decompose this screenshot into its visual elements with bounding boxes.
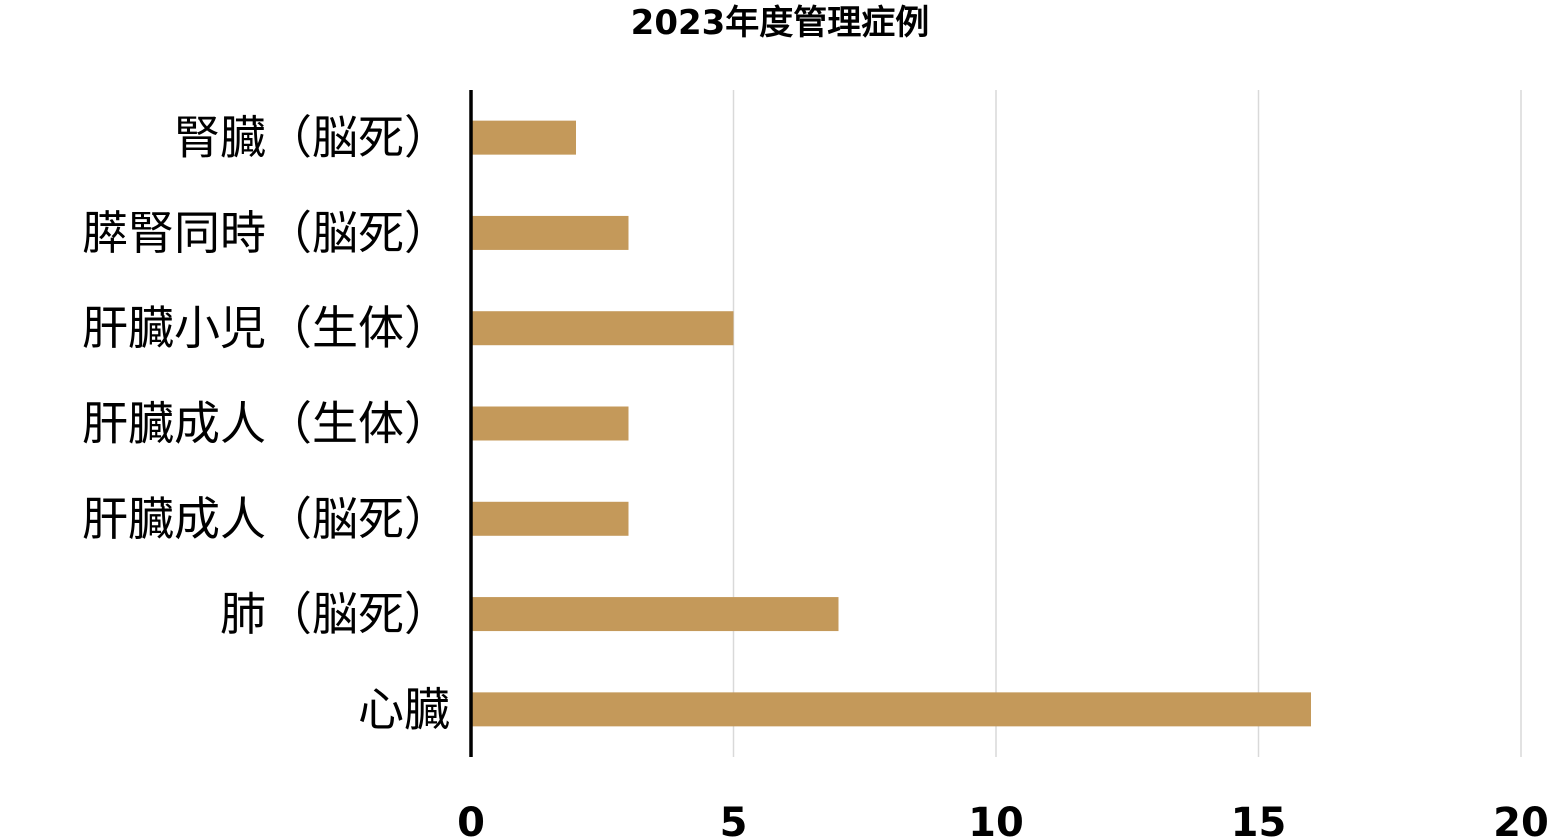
x-tick-label: 20 — [1493, 800, 1549, 840]
x-tick-labels: 0 5 10 15 20 — [457, 800, 1549, 840]
chart-title: 2023年度管理症例 — [631, 3, 930, 43]
bar — [471, 215, 629, 250]
bar — [471, 501, 629, 536]
category-label: 肝臓成人（脳死） — [82, 492, 450, 546]
x-tick-label: 5 — [720, 800, 748, 840]
category-label: 膵腎同時（脳死） — [82, 206, 450, 260]
category-label: 肝臓成人（生体） — [82, 397, 450, 451]
bars — [471, 120, 1311, 727]
category-label: 肺（脳死） — [220, 587, 450, 641]
gridlines — [732, 90, 1522, 757]
bar — [471, 406, 629, 441]
bar — [471, 692, 1311, 727]
bar — [471, 311, 734, 346]
category-labels: 腎臓（脳死） 膵腎同時（脳死） 肝臓小児（生体） 肝臓成人（生体） 肝臓成人（脳死） 肺（… — [82, 111, 450, 737]
bar — [471, 597, 839, 632]
bar — [471, 120, 576, 155]
category-label: 肝臓小児（生体） — [82, 301, 450, 355]
category-label: 心臓 — [358, 682, 450, 736]
x-tick-label: 10 — [968, 800, 1024, 840]
x-tick-label: 15 — [1231, 800, 1287, 840]
category-label: 腎臓（脳死） — [174, 111, 450, 165]
x-tick-label: 0 — [457, 800, 485, 840]
